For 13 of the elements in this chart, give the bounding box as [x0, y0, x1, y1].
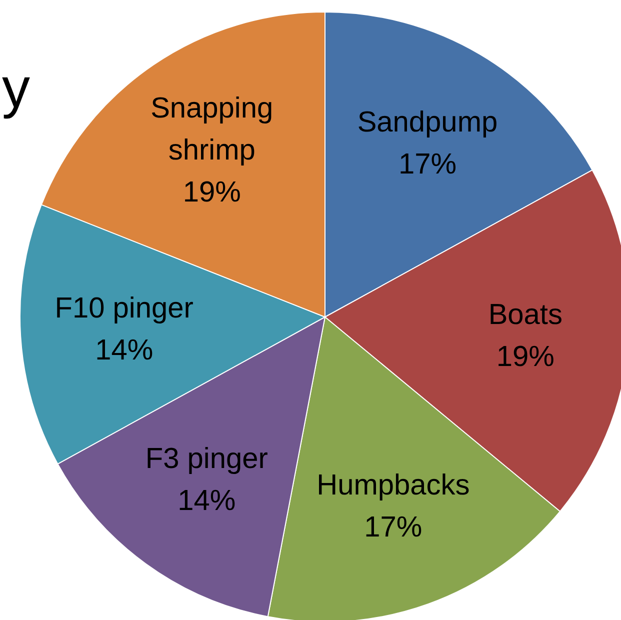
slice-label: Snapping shrimp: [150, 92, 274, 167]
slice-label: Sandpump: [357, 106, 498, 139]
slice-label: F10 pinger: [54, 292, 194, 325]
data-label: 19%: [182, 176, 241, 209]
data-label: 17%: [398, 148, 456, 181]
data-label: 14%: [178, 484, 236, 517]
data-label: 17%: [364, 511, 422, 544]
slice-label: F3 pinger: [145, 442, 268, 475]
data-label: 19%: [496, 340, 554, 373]
slice-label: Boats: [488, 298, 562, 331]
text: y: [2, 56, 30, 119]
slice-label: Humpbacks: [316, 469, 470, 502]
data-label: 14%: [95, 334, 154, 367]
